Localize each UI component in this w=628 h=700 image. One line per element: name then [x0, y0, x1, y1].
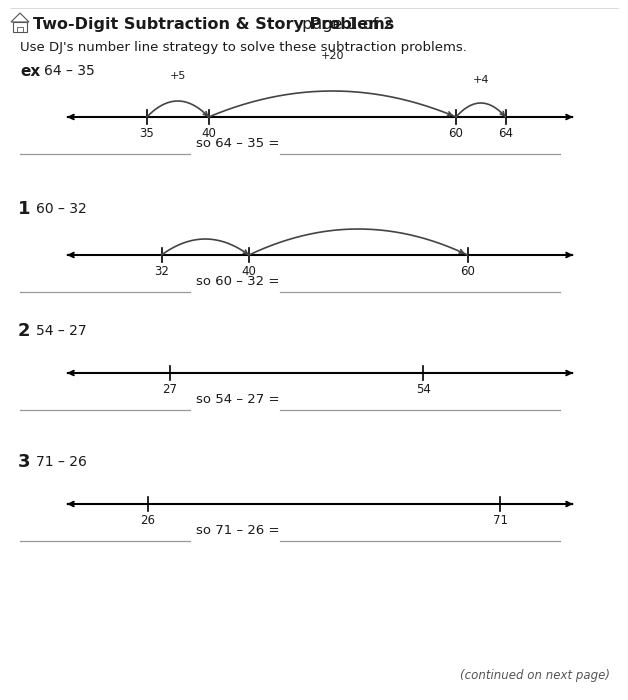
Text: +5: +5	[170, 71, 186, 81]
Text: 60: 60	[460, 265, 475, 278]
Text: 64 – 35: 64 – 35	[44, 64, 95, 78]
Text: 54 – 27: 54 – 27	[36, 324, 87, 338]
Text: 60 – 32: 60 – 32	[36, 202, 87, 216]
Text: +4: +4	[472, 75, 489, 85]
Text: so 71 – 26 =: so 71 – 26 =	[196, 524, 279, 537]
Text: 54: 54	[416, 383, 431, 396]
Text: 35: 35	[139, 127, 154, 140]
Text: (continued on next page): (continued on next page)	[460, 669, 610, 682]
Text: 2: 2	[18, 322, 31, 340]
Bar	[17, 27, 23, 32]
Text: ex: ex	[20, 64, 40, 78]
Text: 71 – 26: 71 – 26	[36, 455, 87, 469]
Text: 27: 27	[162, 383, 177, 396]
Text: page 1 of 2: page 1 of 2	[297, 18, 394, 32]
Text: 26: 26	[140, 514, 155, 527]
Text: +20: +20	[321, 51, 344, 61]
Text: so 54 – 27 =: so 54 – 27 =	[196, 393, 279, 406]
Text: 3: 3	[18, 453, 31, 471]
Text: 32: 32	[154, 265, 169, 278]
Text: 40: 40	[201, 127, 216, 140]
Text: so 64 – 35 =: so 64 – 35 =	[196, 137, 279, 150]
Text: 40: 40	[242, 265, 256, 278]
Text: Use DJ's number line strategy to solve these subtraction problems.: Use DJ's number line strategy to solve t…	[20, 41, 467, 55]
Text: 1: 1	[18, 200, 31, 218]
Text: Two-Digit Subtraction & Story Problems: Two-Digit Subtraction & Story Problems	[33, 18, 394, 32]
Text: 71: 71	[493, 514, 507, 527]
Bar	[13, 22, 27, 32]
Text: 60: 60	[448, 127, 463, 140]
Text: 64: 64	[498, 127, 513, 140]
Text: so 60 – 32 =: so 60 – 32 =	[196, 275, 279, 288]
